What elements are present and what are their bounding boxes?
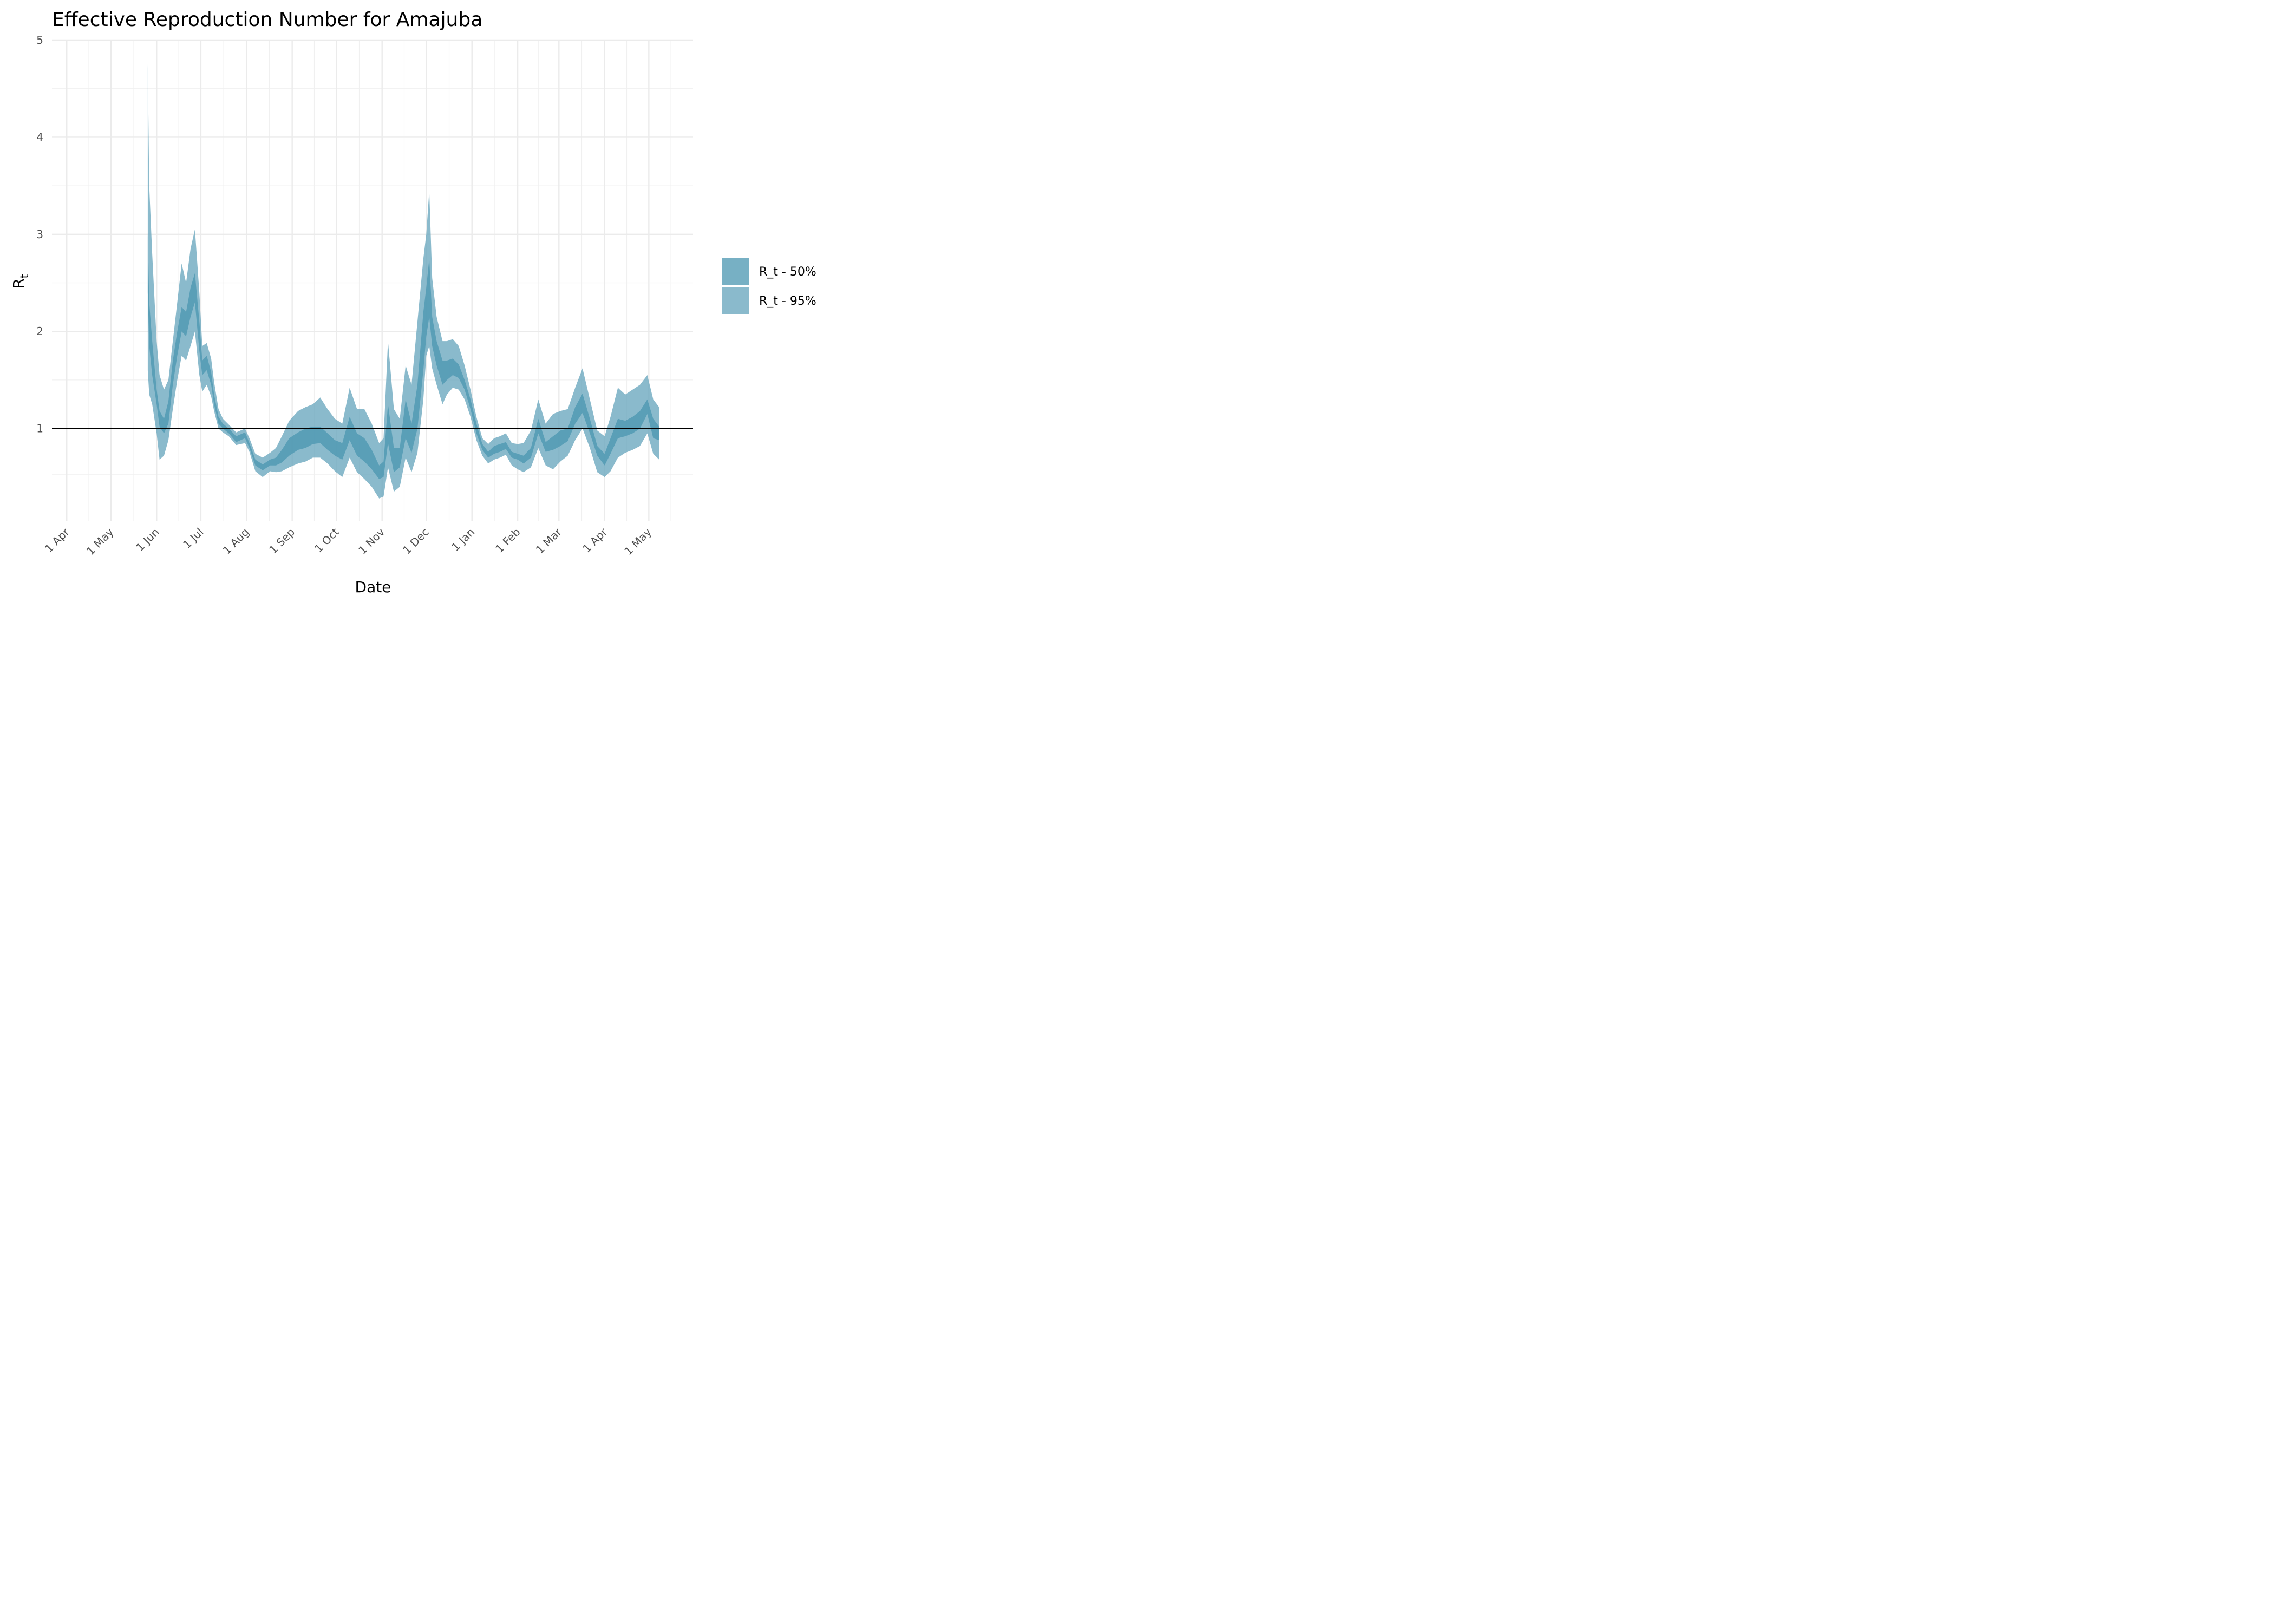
- legend-label-50: R_t - 50%: [759, 265, 816, 279]
- x-tick-label: 1 May: [84, 525, 116, 558]
- x-tick-label: 1 Jun: [133, 526, 162, 554]
- y-tick-label: 2: [36, 325, 43, 338]
- x-tick-label: 1 May: [622, 525, 654, 558]
- x-tick-label: 1 Sep: [266, 526, 297, 556]
- y-tick-label: 5: [36, 34, 43, 47]
- band-50: [147, 234, 659, 479]
- x-tick-label: 1 Jan: [449, 526, 477, 554]
- x-tick-label: 1 Apr: [42, 525, 72, 555]
- x-tick-label: 1 Mar: [533, 525, 565, 556]
- x-tick-label: 1 Feb: [493, 526, 523, 556]
- chart-title: Effective Reproduction Number for Amajub…: [52, 9, 482, 31]
- y-axis-title-main: R: [10, 278, 28, 289]
- legend: R_t - 50% R_t - 95%: [722, 258, 816, 314]
- legend-key-50: [722, 258, 749, 285]
- series-bands: [147, 64, 659, 499]
- x-tick-label: 1 Jul: [180, 526, 206, 552]
- y-axis-ticks: 1 2 3 4 5: [36, 34, 43, 435]
- x-tick-label: 1 Aug: [220, 526, 252, 557]
- y-tick-label: 3: [36, 228, 43, 241]
- x-axis-ticks: 1 Apr 1 May 1 Jun 1 Jul 1 Aug 1 Sep 1 Oct 1 Nov…: [42, 525, 654, 558]
- x-tick-label: 1 Apr: [580, 525, 610, 555]
- rt-chart: Effective Reproduction Number for Amajub…: [10, 9, 816, 596]
- legend-key-95: [722, 287, 749, 314]
- x-tick-label: 1 Dec: [400, 526, 432, 557]
- y-axis-title-sub: t: [18, 274, 31, 278]
- x-axis-title: Date: [355, 578, 391, 596]
- x-tick-label: 1 Nov: [356, 525, 387, 556]
- x-tick-label: 1 Oct: [312, 525, 342, 555]
- legend-label-95: R_t - 95%: [759, 294, 816, 308]
- y-tick-label: 1: [36, 422, 43, 435]
- y-tick-label: 4: [36, 130, 43, 143]
- y-axis-title: Rt: [10, 274, 31, 289]
